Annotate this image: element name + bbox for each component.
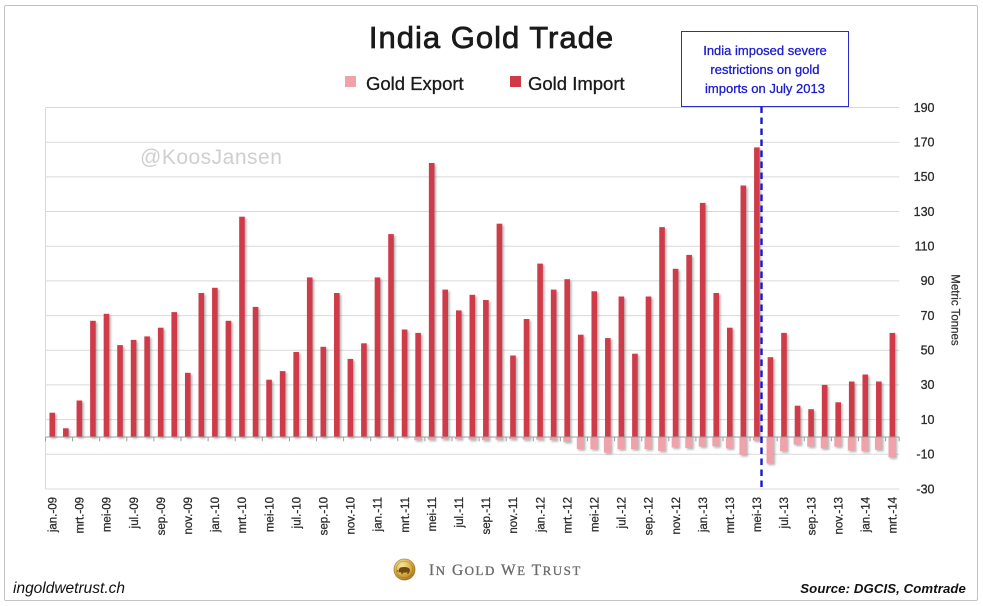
svg-text:-30: -30 [916,482,934,496]
svg-text:110: 110 [915,240,935,254]
svg-text:jul.-13: jul.-13 [779,497,791,529]
svg-text:nov.-09: nov.-09 [183,497,195,535]
svg-text:nov.-12: nov.-12 [671,497,683,535]
svg-text:mrt.-14: mrt.-14 [888,496,900,533]
svg-text:nov.-13: nov.-13 [833,497,845,535]
svg-text:50: 50 [921,344,935,358]
svg-text:jul.-10: jul.-10 [291,497,303,529]
svg-text:jan.-10: jan.-10 [210,497,222,533]
svg-text:-10: -10 [916,448,934,462]
svg-text:130: 130 [914,205,935,219]
svg-text:mei-10: mei-10 [264,497,276,532]
svg-text:150: 150 [914,170,935,184]
svg-text:nov.-11: nov.-11 [508,497,520,534]
svg-text:90: 90 [921,274,935,288]
svg-text:mei-09: mei-09 [102,497,114,532]
svg-text:mrt.-13: mrt.-13 [725,497,737,533]
svg-text:mei-11: mei-11 [427,497,439,531]
svg-text:sep.-10: sep.-10 [319,497,331,535]
svg-text:sep.-11: sep.-11 [481,497,493,535]
svg-text:sep.-12: sep.-12 [644,497,656,535]
svg-text:mrt.-10: mrt.-10 [237,497,249,533]
svg-text:70: 70 [921,309,935,323]
svg-text:mrt.-11: mrt.-11 [400,497,412,533]
svg-text:nov.-10: nov.-10 [346,497,358,535]
svg-text:sep.-09: sep.-09 [156,497,168,535]
svg-text:190: 190 [914,101,935,115]
svg-text:mei-13: mei-13 [752,497,764,532]
svg-text:jan.-09: jan.-09 [48,497,60,533]
svg-text:mei-12: mei-12 [590,497,602,532]
svg-text:Metric Tonnes: Metric Tonnes [949,274,961,346]
svg-text:mrt.-09: mrt.-09 [75,497,87,533]
svg-text:jul.-09: jul.-09 [129,497,141,529]
svg-text:sep.-13: sep.-13 [806,497,818,535]
svg-text:30: 30 [921,378,935,392]
svg-text:jan.-12: jan.-12 [535,497,547,533]
svg-text:mrt.-12: mrt.-12 [562,497,574,533]
svg-text:170: 170 [914,136,935,150]
svg-text:jan.-11: jan.-11 [373,497,385,532]
svg-text:10: 10 [921,413,935,427]
svg-text:jan.-13: jan.-13 [698,497,710,533]
svg-text:jan.-14: jan.-14 [861,496,873,533]
svg-text:jul.-11: jul.-11 [454,497,466,528]
svg-text:jul.-12: jul.-12 [617,497,629,529]
